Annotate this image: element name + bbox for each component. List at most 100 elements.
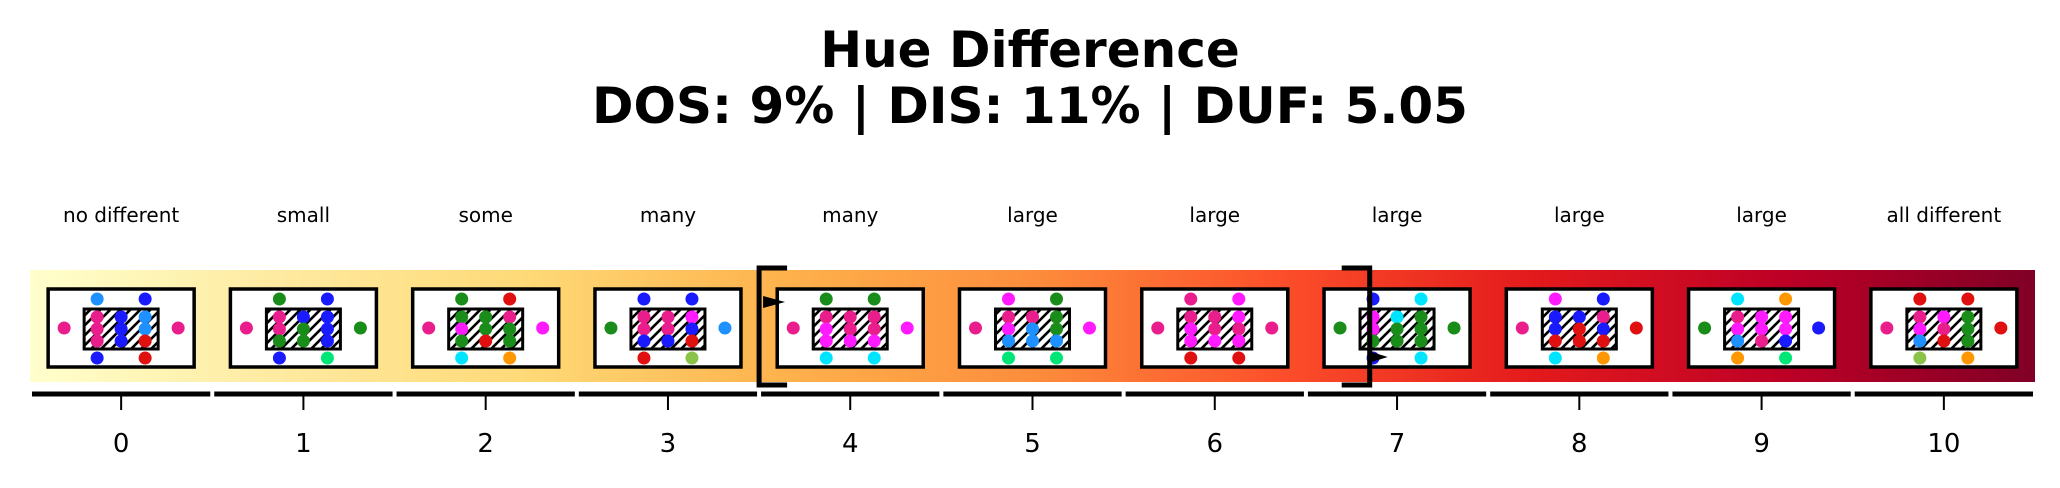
inner-dot — [1208, 310, 1222, 324]
inner-dot — [1390, 322, 1404, 336]
inner-dot — [1232, 334, 1246, 348]
inner-dot — [1779, 322, 1793, 336]
level-1: small 1 — [214, 203, 393, 459]
inner-dot — [320, 334, 334, 348]
inner-dot — [1026, 334, 1039, 348]
inner-dot — [867, 334, 881, 348]
inner-dot — [296, 322, 310, 336]
top-dot — [1232, 292, 1246, 306]
inner-dot — [867, 322, 881, 336]
inner-dot — [1937, 322, 1951, 336]
level-label: many — [640, 203, 696, 227]
left-dot — [604, 321, 618, 335]
inner-dot — [1414, 334, 1428, 348]
right-dot — [1265, 321, 1279, 335]
right-dot — [1629, 321, 1643, 335]
inner-dot — [1961, 334, 1975, 348]
level-label: all different — [1887, 203, 2002, 227]
inner-dot — [1572, 322, 1586, 336]
inner-dot — [455, 334, 469, 348]
bottom-dot — [1002, 351, 1015, 365]
tick-label: 10 — [1927, 429, 1960, 459]
right-dot — [171, 321, 185, 335]
inner-dot — [661, 334, 675, 348]
inner-dot — [90, 322, 104, 336]
inner-dot — [1390, 334, 1404, 348]
inner-dot — [1414, 322, 1428, 336]
bottom-dot — [90, 351, 104, 365]
level-0: no different 0 — [32, 203, 211, 459]
bottom-dot — [455, 351, 469, 365]
inner-dot — [1961, 322, 1975, 336]
bottom-dot — [1731, 351, 1745, 365]
range-bracket-right — [1341, 265, 1373, 388]
inner-dot — [320, 310, 334, 324]
top-dot — [320, 292, 334, 306]
inner-dot — [272, 322, 286, 336]
inner-dot — [455, 310, 469, 324]
tick-label: 8 — [1571, 429, 1588, 459]
inner-dot — [1208, 322, 1222, 336]
top-dot — [455, 292, 469, 306]
right-dot — [1083, 321, 1096, 335]
inner-dot — [503, 310, 517, 324]
top-dot — [138, 292, 152, 306]
inner-dot — [843, 322, 857, 336]
level-label: large — [1007, 203, 1058, 227]
right-dot — [536, 321, 550, 335]
inner-dot — [1002, 310, 1015, 324]
inner-dot — [1184, 310, 1198, 324]
top-dot — [1002, 292, 1015, 306]
inner-dot — [1961, 310, 1975, 324]
inner-dot — [1050, 310, 1063, 324]
inner-dot — [114, 322, 128, 336]
bottom-dot — [1548, 351, 1562, 365]
inner-dot — [1548, 322, 1562, 336]
title-line-1: Hue Difference — [820, 21, 1240, 79]
tick-label: 1 — [295, 429, 312, 459]
inner-dot — [479, 310, 493, 324]
inner-dot — [1913, 322, 1927, 336]
tick-label: 9 — [1753, 429, 1770, 459]
inner-dot — [272, 334, 286, 348]
bottom-dot — [1050, 351, 1063, 365]
level-7: large 7 — [1307, 203, 1487, 459]
inner-dot — [819, 334, 833, 348]
left-dot — [1151, 321, 1165, 335]
inner-dot — [637, 310, 651, 324]
inner-dot — [1026, 322, 1039, 336]
top-dot — [1596, 292, 1610, 306]
inner-dot — [1548, 310, 1562, 324]
bottom-dot — [1913, 351, 1927, 365]
tick-label: 6 — [1206, 429, 1223, 459]
inner-dot — [1596, 310, 1610, 324]
inner-dot — [1755, 334, 1769, 348]
inner-dot — [1572, 310, 1586, 324]
bottom-dot — [1596, 351, 1610, 365]
level-label: small — [277, 203, 330, 227]
bottom-dot — [1779, 351, 1793, 365]
inner-dot — [1184, 334, 1198, 348]
range-arrow-right — [1371, 352, 1388, 362]
top-dot — [1050, 292, 1063, 306]
bottom-dot — [867, 351, 881, 365]
inner-dot — [1731, 334, 1745, 348]
right-dot — [718, 321, 732, 335]
top-dot — [685, 292, 699, 306]
inner-dot — [1414, 310, 1428, 324]
level-9: large 9 — [1672, 203, 1851, 459]
top-dot — [819, 292, 833, 306]
level-3: many 3 — [578, 203, 758, 459]
inner-dot — [685, 334, 699, 348]
left-dot — [786, 321, 800, 335]
level-4: many 4 — [761, 203, 940, 459]
tick-label: 0 — [113, 429, 130, 459]
inner-dot — [138, 334, 152, 348]
right-dot — [1812, 321, 1826, 335]
inner-dot — [1913, 334, 1927, 348]
inner-dot — [503, 334, 517, 348]
level-5: large 5 — [943, 203, 1122, 459]
level-6: large 6 — [1125, 203, 1304, 459]
inner-dot — [1050, 334, 1063, 348]
